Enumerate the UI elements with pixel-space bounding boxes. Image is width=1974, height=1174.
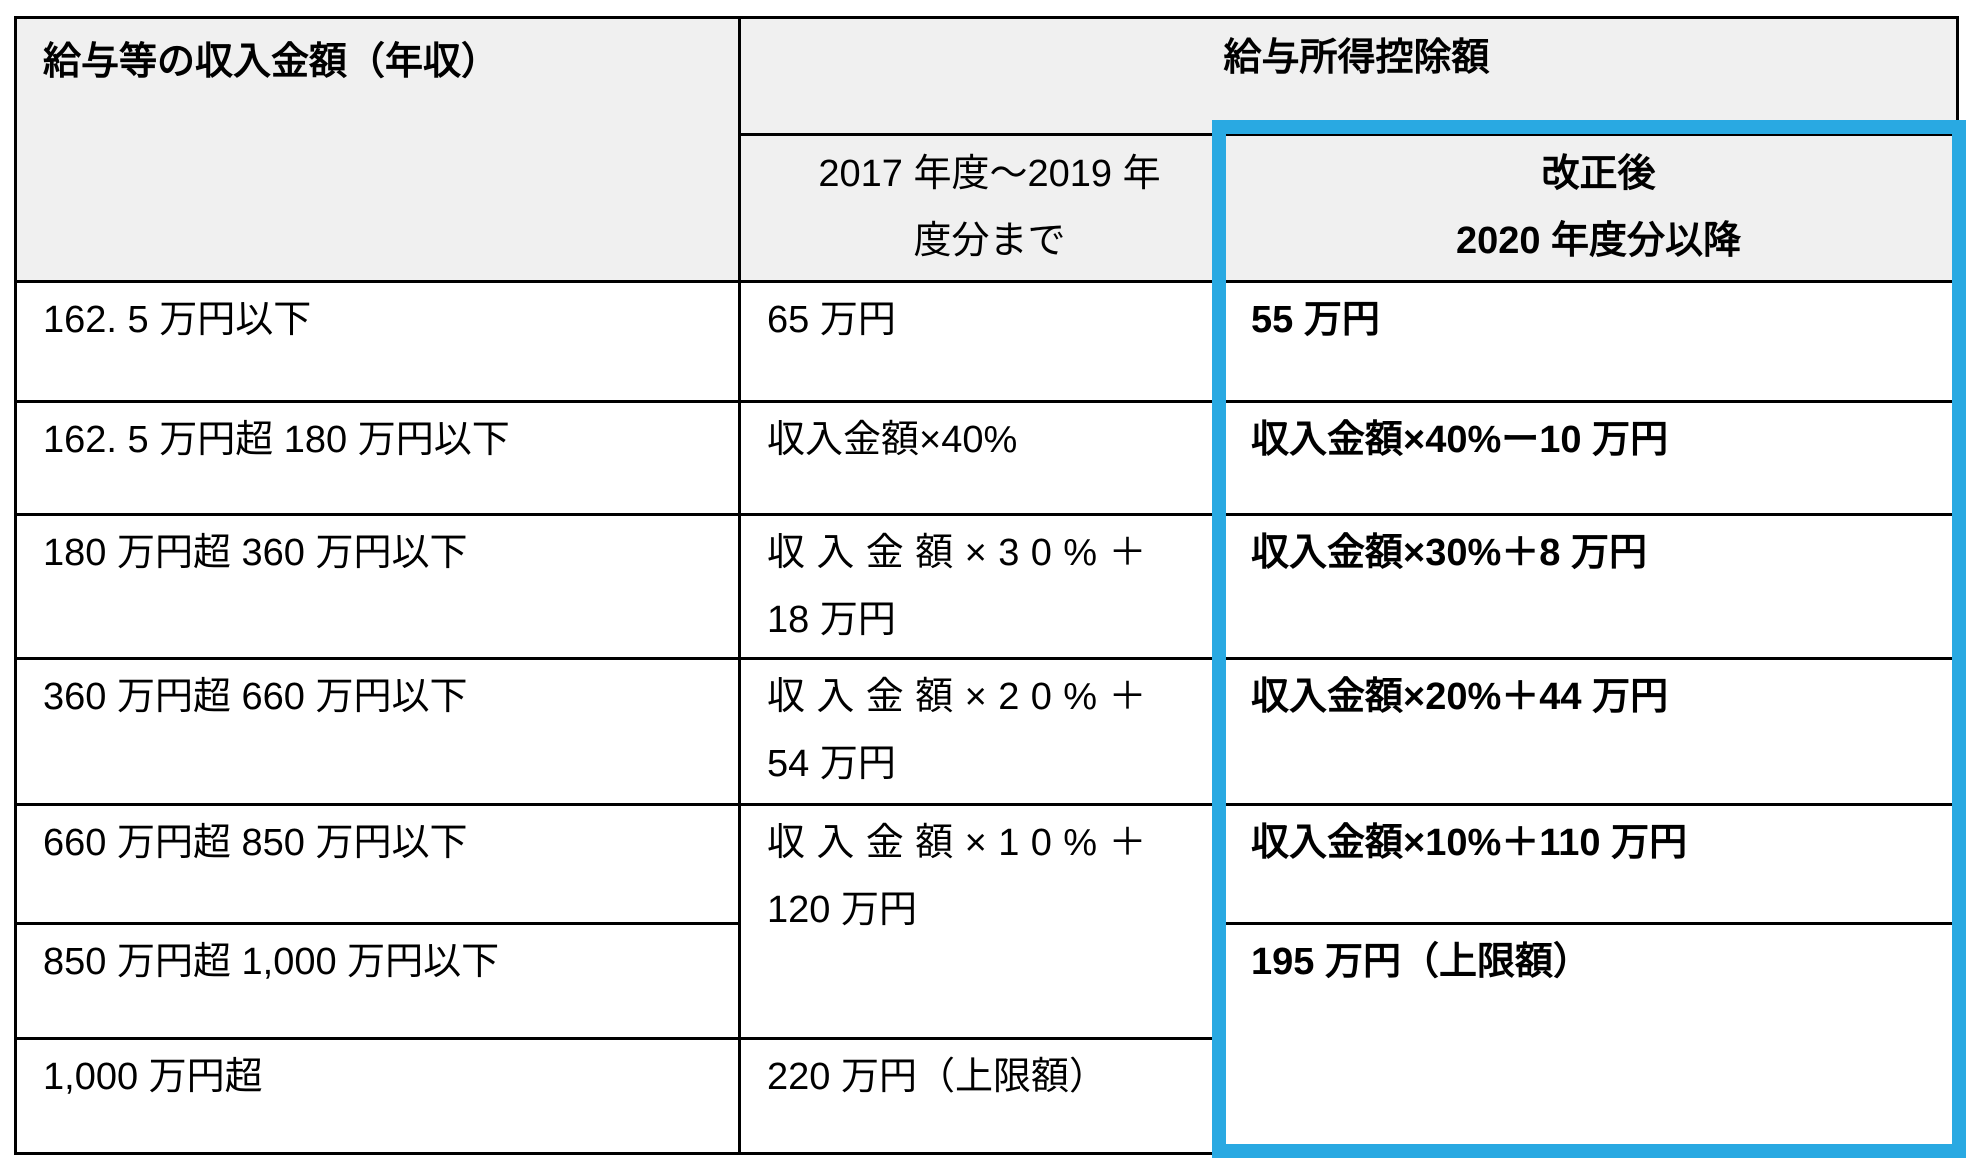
income-range-cell: 162. 5 万円以下 bbox=[14, 280, 741, 403]
header-period-2017-2019: 2017 年度～2019 年 度分まで bbox=[738, 133, 1225, 283]
deduction-new-cell: 収入金額×40%ー10 万円 bbox=[1221, 400, 1960, 516]
deduction-new-cell: 収入金額×10%＋110 万円 bbox=[1221, 803, 1960, 925]
header-deduction-amount: 給与所得控除額 bbox=[737, 16, 1960, 136]
deduction-new-merged-cell: 195 万円（上限額） bbox=[1221, 922, 1960, 1155]
header-period-2020-revised: 改正後 2020 年度分以降 bbox=[1221, 133, 1960, 283]
deduction-old-cell: 65 万円 bbox=[738, 280, 1225, 403]
income-range-cell: 660 万円超 850 万円以下 bbox=[14, 803, 741, 925]
deduction-new-cell: 収入金額×20%＋44 万円 bbox=[1221, 657, 1960, 806]
salary-deduction-table: 給与等の収入金額（年収） 給与所得控除額 2017 年度～2019 年 度分まで… bbox=[14, 16, 1960, 1155]
table-row: 1,000 万円超 220 万円（上限額） bbox=[14, 1037, 1958, 1155]
deduction-old-merged-cell: 収入金額×10%＋ 120 万円 bbox=[738, 803, 1225, 1040]
table-row: 180 万円超 360 万円以下 収入金額×30%＋ 18 万円 収入金額×30… bbox=[14, 513, 1960, 660]
income-range-cell: 360 万円超 660 万円以下 bbox=[14, 657, 741, 806]
deduction-old-cell: 220 万円（上限額） bbox=[738, 1037, 1225, 1155]
deduction-old-cell: 収入金額×30%＋ 18 万円 bbox=[738, 513, 1225, 660]
income-range-cell: 180 万円超 360 万円以下 bbox=[14, 513, 741, 660]
table-row: 360 万円超 660 万円以下 収入金額×20%＋ 54 万円 収入金額×20… bbox=[14, 657, 1960, 806]
table-row: 162. 5 万円超 180 万円以下 収入金額×40% 収入金額×40%ー10… bbox=[14, 400, 1960, 516]
table-row: 850 万円超 1,000 万円以下 195 万円（上限額） bbox=[14, 922, 1960, 1155]
table-row: 162. 5 万円以下 65 万円 55 万円 bbox=[14, 280, 1960, 403]
deduction-old-cell: 収入金額×40% bbox=[738, 400, 1225, 516]
deduction-old-cell: 収入金額×20%＋ 54 万円 bbox=[738, 657, 1225, 806]
income-range-cell: 162. 5 万円超 180 万円以下 bbox=[14, 400, 741, 516]
income-range-cell: 850 万円超 1,000 万円以下 bbox=[14, 922, 741, 1040]
deduction-new-cell: 55 万円 bbox=[1221, 280, 1960, 403]
income-range-cell: 1,000 万円超 bbox=[14, 1037, 741, 1155]
table-row: 660 万円超 850 万円以下 収入金額×10%＋ 120 万円 収入金額×1… bbox=[14, 803, 1960, 1040]
header-income-amount: 給与等の収入金額（年収） bbox=[14, 16, 741, 283]
deduction-new-cell: 収入金額×30%＋8 万円 bbox=[1221, 513, 1960, 660]
